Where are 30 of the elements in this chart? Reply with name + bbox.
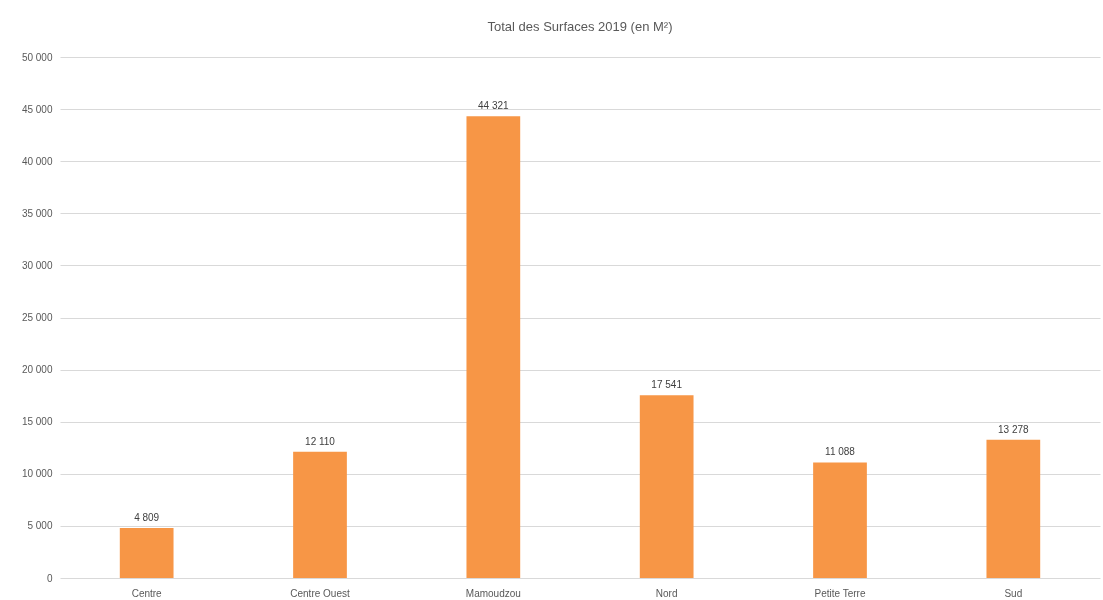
y-tick-label: 50 000 — [21, 51, 53, 63]
data-label: 11 088 — [825, 446, 856, 458]
chart-title: Total des Surfaces 2019 (en M²) — [487, 19, 673, 34]
y-tick-label: 25 000 — [21, 312, 53, 323]
bar — [119, 527, 174, 578]
x-tick-label: Mamoudzou — [465, 587, 521, 599]
x-tick-label: Sud — [1004, 587, 1023, 599]
data-label: 13 278 — [998, 423, 1030, 435]
y-tick-label: 5 000 — [27, 520, 53, 532]
y-tick-label: 0 — [46, 572, 53, 584]
y-tick-label: 35 000 — [21, 207, 53, 219]
y-tick-label: 10 000 — [21, 468, 53, 480]
y-tick-label: 30 000 — [21, 259, 53, 271]
x-tick-label: Centre — [131, 587, 163, 599]
data-label: 44 321 — [478, 100, 510, 112]
bar — [986, 439, 1041, 578]
data-label: 17 541 — [651, 379, 683, 391]
x-tick-label: Nord — [655, 587, 678, 599]
bar — [639, 395, 694, 578]
bar — [466, 116, 521, 578]
x-tick-label: Petite Terre — [814, 587, 866, 599]
y-tick-label: 20 000 — [21, 364, 53, 376]
y-tick-label: 40 000 — [21, 155, 53, 167]
data-label: 4 809 — [134, 511, 160, 523]
bar — [813, 462, 867, 578]
x-tick-label: Centre Ouest — [290, 587, 350, 599]
data-label: 12 110 — [305, 435, 336, 447]
y-tick-label: 45 000 — [21, 103, 53, 115]
y-tick-label: 15 000 — [21, 416, 53, 428]
bar — [293, 451, 347, 578]
